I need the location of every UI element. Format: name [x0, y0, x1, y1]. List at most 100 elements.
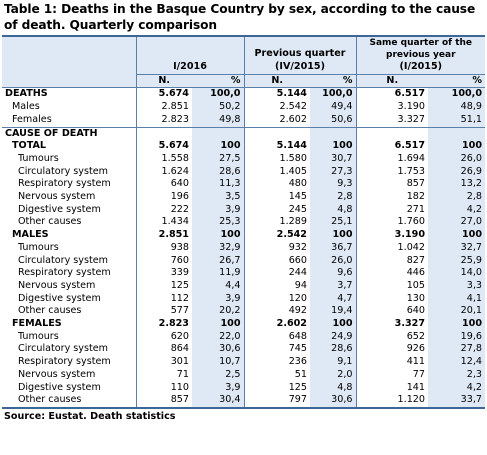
table-row: Respiratory system 339 11,9 244 9,6 446 14,0 — [2, 267, 486, 280]
table-row: Respiratory system 301 10,7 236 9,1 411 12,4 — [2, 356, 486, 369]
cell-count: 2.851 — [135, 229, 192, 242]
header-i2015: (I/2015) — [355, 61, 486, 75]
cell-count: 745 — [243, 343, 310, 357]
cell-percent: 25,3 — [192, 216, 244, 230]
cell-percent: 4,1 — [428, 292, 486, 306]
cell-count: 2.602 — [243, 113, 310, 128]
cell-count: 51 — [243, 368, 310, 382]
cell-percent — [192, 126, 244, 141]
table-row: Circulatory system 760 26,7 660 26,0 827 25,9 — [2, 254, 486, 268]
cell-count: 1.753 — [355, 165, 429, 179]
cell-count: 125 — [243, 381, 310, 395]
cell-percent: 100 — [428, 229, 486, 242]
cell-count: 71 — [135, 368, 192, 382]
cell-count: 797 — [243, 394, 310, 409]
cell-percent: 100 — [310, 140, 357, 153]
cell-percent: 13,2 — [428, 178, 486, 192]
cell-percent: 20,2 — [192, 305, 244, 319]
cell-percent: 28,6 — [310, 343, 357, 357]
cell-count: 640 — [135, 178, 192, 192]
header-pct: % — [310, 74, 357, 89]
cell-percent: 26,0 — [428, 152, 486, 166]
cell-count: 760 — [135, 254, 192, 268]
table-row: MALES 2.851 100 2.542 100 3.190 100 — [2, 229, 486, 242]
cell-percent: 4,2 — [428, 381, 486, 395]
cell-count: 5.144 — [243, 140, 310, 153]
cell-count: 182 — [355, 191, 429, 204]
cell-count — [243, 126, 310, 141]
header-same-quarter-line1: Same quarter of the — [369, 38, 473, 48]
row-label: Digestive system — [18, 203, 101, 215]
cell-count: 130 — [355, 292, 429, 306]
cell-count: 1.760 — [355, 216, 429, 230]
row-label: Respiratory system — [18, 267, 111, 279]
cell-percent: 2,3 — [428, 368, 486, 382]
table-row: Males 2.851 50,2 2.542 49,4 3.190 48,9 — [2, 101, 486, 114]
cell-percent — [428, 126, 486, 141]
cell-percent: 100 — [310, 318, 357, 331]
cell-count: 125 — [135, 279, 192, 293]
cell-count: 301 — [135, 356, 192, 369]
row-label: Other causes — [18, 305, 82, 317]
row-label: Tumours — [18, 330, 59, 342]
header-pct: % — [192, 74, 244, 89]
cell-percent: 9,6 — [310, 267, 357, 280]
cell-percent: 22,0 — [192, 330, 244, 344]
cell-count: 105 — [355, 279, 429, 293]
table-row: Digestive system 222 3,9 245 4,8 271 4,2 — [2, 203, 486, 217]
cell-count: 652 — [355, 330, 429, 344]
cell-count: 6.517 — [355, 87, 429, 102]
cell-count: 640 — [355, 305, 429, 319]
table-row: Nervous system 71 2,5 51 2,0 77 2,3 — [2, 368, 486, 382]
cell-count: 1.042 — [355, 241, 429, 255]
cell-count: 196 — [135, 191, 192, 204]
cell-percent: 100,0 — [428, 87, 486, 102]
cell-count: 577 — [135, 305, 192, 319]
header-iv2015: (IV/2015) — [243, 61, 357, 75]
cell-percent: 30,6 — [310, 394, 357, 409]
cell-percent: 2,8 — [310, 191, 357, 204]
cell-percent: 30,4 — [192, 394, 244, 409]
row-label: Tumours — [18, 152, 59, 164]
cell-percent: 3,9 — [192, 381, 244, 395]
cell-count: 2.851 — [135, 101, 192, 114]
cell-percent: 9,1 — [310, 356, 357, 369]
table-row: Other causes 1.434 25,3 1.289 25,1 1.760 27,0 — [2, 216, 486, 230]
cell-percent: 3,5 — [192, 191, 244, 204]
header-col-same-quarter: Same quarter of the previous year — [355, 35, 486, 61]
cell-count: 2.823 — [135, 113, 192, 128]
deaths-table: Previous quarter Same quarter of the pre… — [2, 35, 486, 409]
row-label: Females — [12, 113, 52, 125]
cell-percent: 3,3 — [428, 279, 486, 293]
table-row: Circulatory system 864 30,6 745 28,6 926 27,8 — [2, 343, 486, 357]
cell-count: 857 — [135, 394, 192, 409]
cell-percent: 32,7 — [428, 241, 486, 255]
cell-percent: 100 — [310, 229, 357, 242]
table-row: FEMALES 2.823 100 2.602 100 3.327 100 — [2, 318, 486, 331]
cell-count: 339 — [135, 267, 192, 280]
cell-count: 112 — [135, 292, 192, 306]
cell-count: 5.674 — [135, 87, 192, 102]
table-row: Digestive system 112 3,9 120 4,7 130 4,1 — [2, 292, 486, 306]
cell-count: 932 — [243, 241, 310, 255]
cell-count: 620 — [135, 330, 192, 344]
cell-count: 141 — [355, 381, 429, 395]
cell-percent: 3,9 — [192, 203, 244, 217]
cell-percent: 4,7 — [310, 292, 357, 306]
table-row: TOTAL 5.674 100 5.144 100 6.517 100 — [2, 140, 486, 153]
cell-percent: 25,9 — [428, 254, 486, 268]
table-row: Tumours 1.558 27,5 1.580 30,7 1.694 26,0 — [2, 152, 486, 166]
table-row: Respiratory system 640 11,3 480 9,3 857 13,2 — [2, 178, 486, 192]
table-row: Females 2.823 49,8 2.602 50,6 3.327 51,1 — [2, 113, 486, 128]
cell-count: 94 — [243, 279, 310, 293]
cell-count: 3.190 — [355, 101, 429, 114]
cell-percent: 50,6 — [310, 113, 357, 128]
cell-count: 5.674 — [135, 140, 192, 153]
cell-percent: 4,8 — [310, 381, 357, 395]
cell-percent: 2,0 — [310, 368, 357, 382]
cell-percent: 28,6 — [192, 165, 244, 179]
header-blank — [2, 61, 136, 75]
row-label: Tumours — [18, 241, 59, 253]
header-n: N. — [243, 74, 310, 89]
cell-count: 2.542 — [243, 229, 310, 242]
